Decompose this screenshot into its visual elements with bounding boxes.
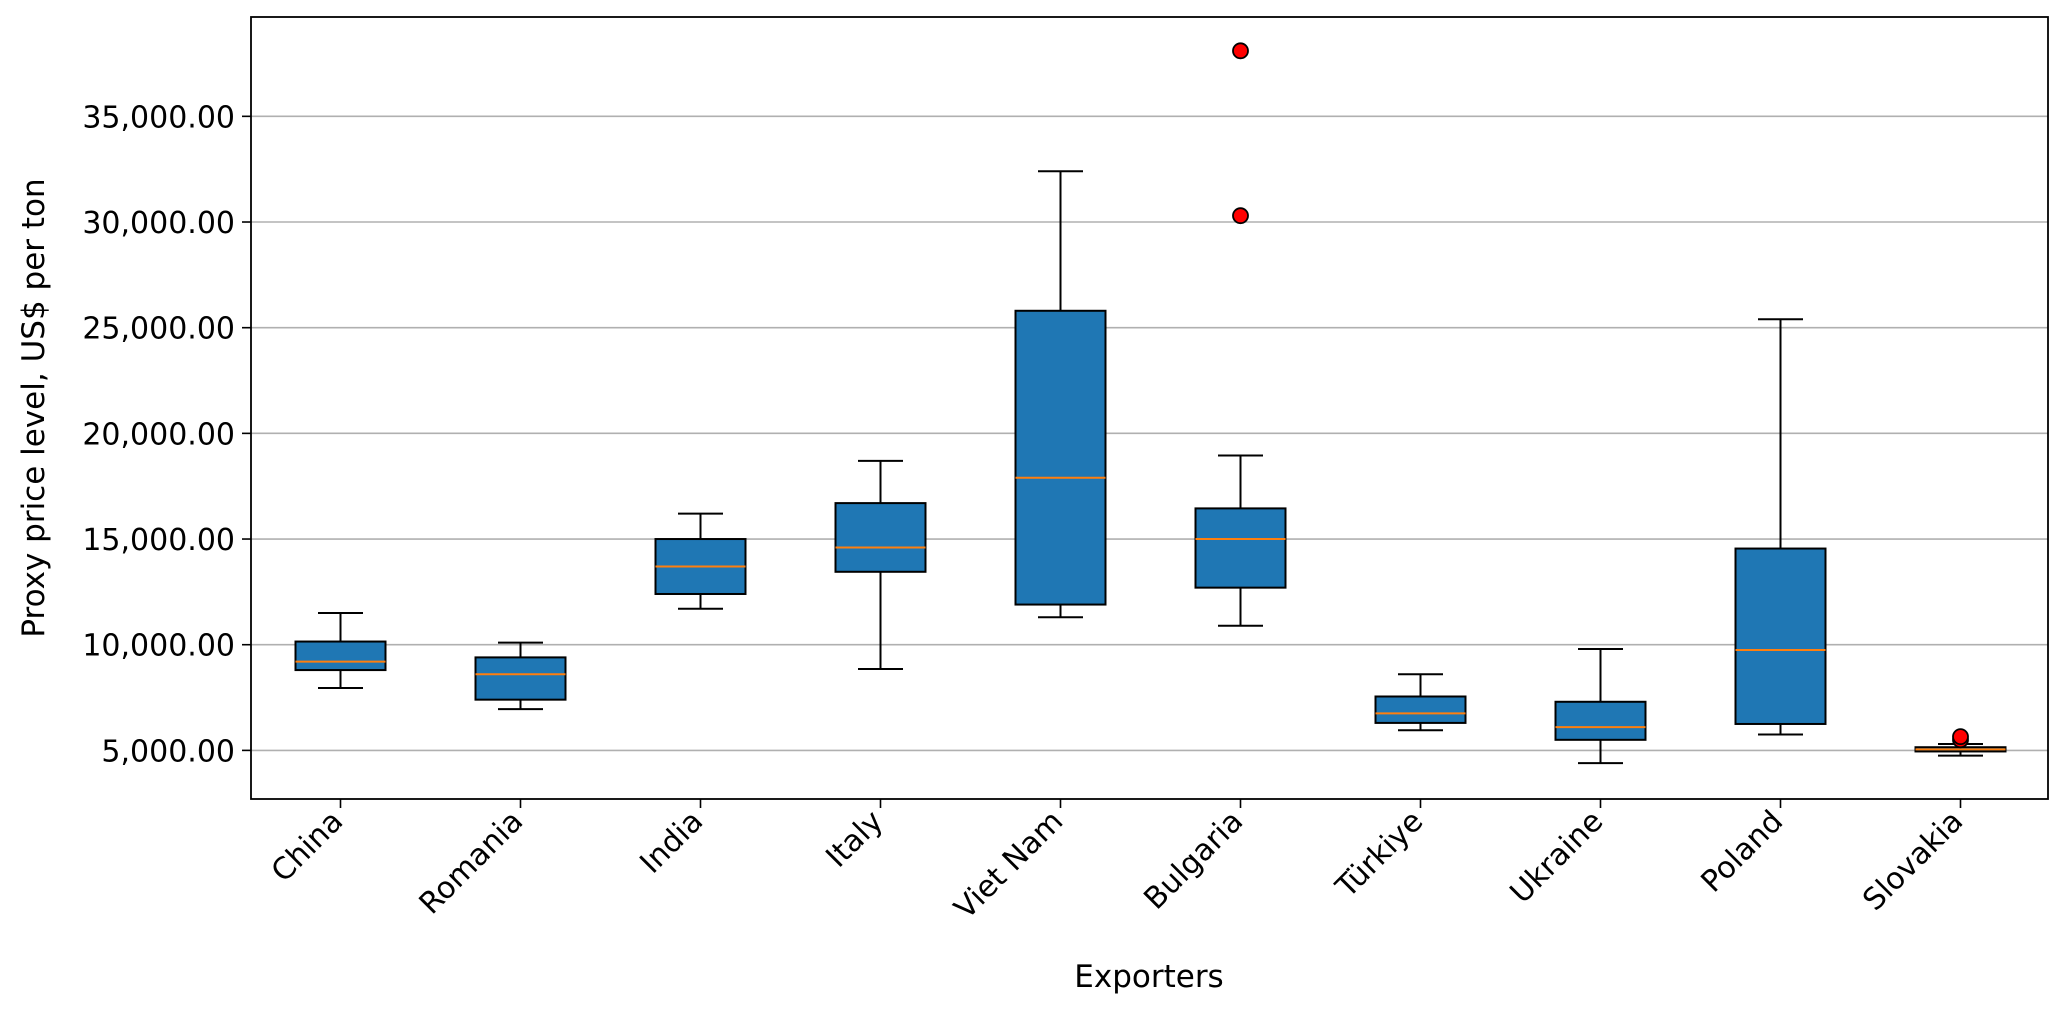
x-axis: China Romania India Italy Viet Nam Bulgaria Tü… bbox=[265, 799, 1970, 926]
y-tick-label: 10,000.00 bbox=[82, 629, 235, 664]
y-tick-label: 20,000.00 bbox=[82, 417, 235, 452]
x-tick-label: Romania bbox=[413, 804, 531, 922]
y-axis: 5,000.00 10,000.00 15,000.00 20,000.00 25,00… bbox=[82, 100, 251, 769]
y-tick-label: 25,000.00 bbox=[82, 312, 235, 347]
y-tick-label: 30,000.00 bbox=[82, 206, 235, 241]
box-india bbox=[654, 512, 747, 610]
box-china bbox=[294, 612, 387, 690]
box-ukraine bbox=[1554, 647, 1647, 765]
x-tick-label: India bbox=[633, 804, 710, 881]
box-series bbox=[294, 42, 2007, 765]
iqr-box bbox=[834, 502, 927, 573]
grid-lines bbox=[251, 115, 2048, 752]
x-tick-label: Viet Nam bbox=[948, 804, 1070, 926]
x-tick-label: China bbox=[265, 804, 350, 889]
plot-area-frame bbox=[250, 16, 2049, 800]
iqr-box bbox=[474, 656, 567, 701]
iqr-box bbox=[1554, 700, 1647, 741]
x-tick-label: Türkiye bbox=[1329, 804, 1430, 905]
outlier-point bbox=[1952, 728, 1969, 746]
box-romania bbox=[474, 641, 567, 711]
y-tick-label: 15,000.00 bbox=[82, 523, 235, 558]
x-axis-label: Exporters bbox=[1074, 959, 1223, 995]
iqr-box bbox=[1014, 309, 1107, 606]
x-tick-label: Bulgaria bbox=[1137, 804, 1250, 917]
x-tick-label: Ukraine bbox=[1503, 804, 1610, 911]
x-tick-label: Italy bbox=[819, 804, 890, 875]
iqr-box bbox=[1194, 507, 1287, 589]
outlier-point bbox=[1232, 207, 1249, 225]
x-tick-label: Slovakia bbox=[1856, 804, 1970, 918]
box-slovakia bbox=[1914, 728, 2007, 757]
box-bulgaria bbox=[1194, 42, 1287, 627]
y-axis-label: Proxy price level, US$ per ton bbox=[16, 178, 52, 637]
iqr-box bbox=[1374, 695, 1467, 724]
y-tick-label: 35,000.00 bbox=[82, 100, 235, 135]
x-tick-label: Poland bbox=[1695, 804, 1791, 900]
iqr-box bbox=[294, 640, 387, 672]
box-poland bbox=[1734, 318, 1827, 736]
box-viet-nam bbox=[1014, 170, 1107, 619]
box-italy bbox=[834, 459, 927, 671]
y-tick-label: 5,000.00 bbox=[101, 734, 235, 769]
outlier-point bbox=[1232, 42, 1249, 60]
box-t-rkiye bbox=[1374, 673, 1467, 732]
iqr-box bbox=[1734, 547, 1827, 725]
